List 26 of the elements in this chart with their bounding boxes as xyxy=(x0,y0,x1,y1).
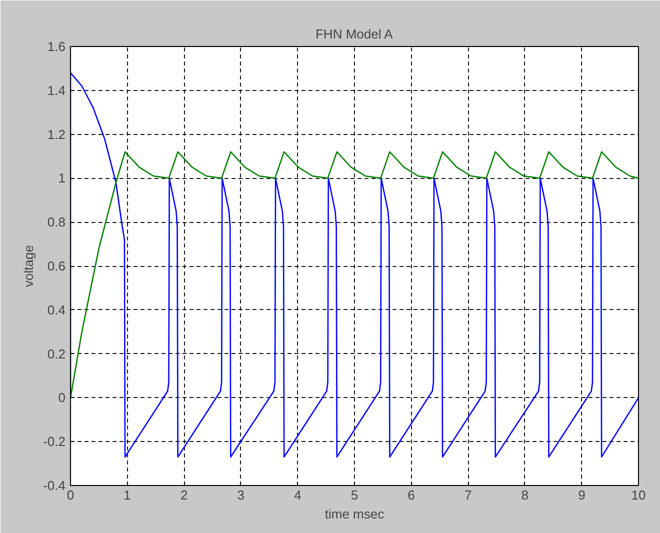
y-tick-label: 0.2 xyxy=(47,346,66,362)
y-tick-label: 0.6 xyxy=(47,258,66,274)
y-tick-label: 0.4 xyxy=(47,302,66,318)
y-tick-label: 1.2 xyxy=(47,126,66,142)
y-tick-label: -0.2 xyxy=(43,434,66,450)
x-axis-title: time msec xyxy=(324,506,385,522)
line-series xyxy=(70,72,638,458)
x-tick-label: 1 xyxy=(124,488,131,502)
y-tick-label: 0.8 xyxy=(47,214,66,230)
x-tick-label: 4 xyxy=(294,488,302,502)
y-tick-label: -0.4 xyxy=(43,478,66,493)
y-tick-label: 1.4 xyxy=(47,82,66,98)
x-tick-label: 3 xyxy=(237,488,245,502)
x-tick-label: 8 xyxy=(521,488,529,502)
x-tick-label: 10 xyxy=(631,488,646,502)
line-series xyxy=(70,151,638,398)
y-axis-title: voltage xyxy=(21,245,36,287)
x-tick-label: 6 xyxy=(408,488,415,502)
y-tick-label: 1 xyxy=(58,170,66,186)
x-tick-label: 7 xyxy=(464,488,472,502)
y-tick-label: 0 xyxy=(58,390,66,406)
chart-title: FHN Model A xyxy=(315,26,394,42)
x-tick-label: 2 xyxy=(180,488,188,502)
x-tick-label: 9 xyxy=(578,488,586,502)
x-tick-label: 5 xyxy=(350,488,358,502)
y-tick-label: 1.6 xyxy=(47,39,66,54)
